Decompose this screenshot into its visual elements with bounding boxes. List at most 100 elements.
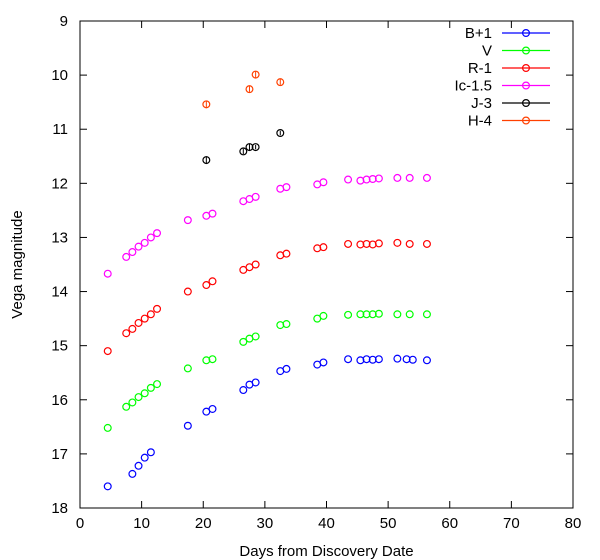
- data-point: [356, 310, 365, 319]
- y-tick-label: 13: [51, 229, 68, 246]
- data-point: [103, 423, 112, 432]
- data-point: [405, 239, 414, 248]
- x-tick-label: 60: [441, 515, 458, 532]
- legend-label: R-1: [468, 60, 492, 77]
- data-point: [183, 216, 192, 225]
- legend-label: H-4: [468, 113, 492, 130]
- data-point: [208, 209, 217, 218]
- series-ic-1-5: [103, 173, 431, 278]
- y-tick-label: 16: [51, 392, 68, 409]
- data-point: [393, 238, 402, 247]
- legend-marker: [521, 63, 530, 72]
- y-tick-label: 15: [51, 338, 68, 355]
- series-h-4: [202, 70, 285, 109]
- data-point: [122, 402, 131, 411]
- x-tick-label: 0: [76, 515, 84, 532]
- data-point: [422, 239, 431, 248]
- data-point: [128, 469, 137, 478]
- y-tick-label: 14: [51, 284, 68, 301]
- axis-ticks: 0 10 20 30 40 50 60 70 80 9 10 11 12 13 14 15 16 17 18: [51, 13, 581, 532]
- data-point: [103, 347, 112, 356]
- data-point: [183, 287, 192, 296]
- data-point: [202, 100, 211, 109]
- data-point: [362, 175, 371, 184]
- data-point: [344, 310, 353, 319]
- data-point: [146, 448, 155, 457]
- data-point: [405, 173, 414, 182]
- y-tick-label: 9: [60, 13, 68, 30]
- data-point: [134, 393, 143, 402]
- series-v: [103, 309, 431, 432]
- y-tick-label: 17: [51, 446, 68, 463]
- data-point: [319, 358, 328, 367]
- x-tick-label: 80: [565, 515, 582, 532]
- data-point: [405, 310, 414, 319]
- data-point: [122, 329, 131, 338]
- data-point: [368, 175, 377, 184]
- data-point: [251, 192, 260, 201]
- data-point: [239, 337, 248, 346]
- data-point: [393, 173, 402, 182]
- data-point: [239, 147, 248, 156]
- data-point: [208, 277, 217, 286]
- data-point: [362, 355, 371, 364]
- data-point: [146, 383, 155, 392]
- plot-frame: [79, 20, 574, 509]
- data-point: [202, 281, 211, 290]
- data-point: [282, 183, 291, 192]
- data-point: [239, 386, 248, 395]
- data-point: [245, 85, 254, 94]
- x-tick-label: 30: [257, 515, 274, 532]
- data-point: [153, 380, 162, 389]
- y-axis-label: Vega magnitude: [9, 210, 26, 318]
- data-point: [356, 240, 365, 249]
- data-point: [183, 421, 192, 430]
- data-point: [202, 156, 211, 165]
- data-point: [319, 178, 328, 187]
- data-point: [344, 175, 353, 184]
- data-point: [374, 309, 383, 318]
- legend-label: V: [482, 43, 492, 60]
- data-point: [208, 355, 217, 364]
- data-point: [140, 314, 149, 323]
- data-point: [140, 389, 149, 398]
- x-tick-label: 70: [503, 515, 520, 532]
- data-point: [422, 356, 431, 365]
- legend-label: B+1: [465, 25, 492, 42]
- data-point: [251, 70, 260, 79]
- legend-label: Ic-1.5: [454, 78, 492, 95]
- data-point: [134, 318, 143, 327]
- legend-marker: [521, 116, 530, 125]
- data-point: [368, 355, 377, 364]
- data-point: [362, 239, 371, 248]
- x-axis-label: Days from Discovery Date: [239, 543, 413, 560]
- legend-marker: [521, 29, 530, 38]
- data-point: [422, 310, 431, 319]
- data-point: [128, 248, 137, 257]
- data-point: [344, 239, 353, 248]
- data-point: [140, 238, 149, 247]
- data-point: [153, 229, 162, 238]
- data-point: [422, 173, 431, 182]
- legend-marker: [521, 46, 530, 55]
- y-tick-label: 12: [51, 175, 68, 192]
- data-point: [276, 78, 285, 87]
- data-point: [251, 143, 260, 152]
- series-r-1: [103, 238, 431, 356]
- data-point: [276, 129, 285, 138]
- legend-label: J-3: [471, 95, 492, 112]
- y-tick-label: 10: [51, 67, 68, 84]
- data-point: [374, 355, 383, 364]
- y-tick-label: 11: [52, 121, 68, 138]
- data-point: [282, 364, 291, 373]
- data-point: [251, 260, 260, 269]
- data-point: [362, 310, 371, 319]
- data-point: [128, 398, 137, 407]
- x-tick-label: 10: [133, 515, 150, 532]
- data-point: [393, 354, 402, 363]
- data-point: [319, 243, 328, 252]
- y-tick-label: 18: [51, 500, 68, 517]
- x-tick-label: 40: [318, 515, 335, 532]
- data-point: [251, 332, 260, 341]
